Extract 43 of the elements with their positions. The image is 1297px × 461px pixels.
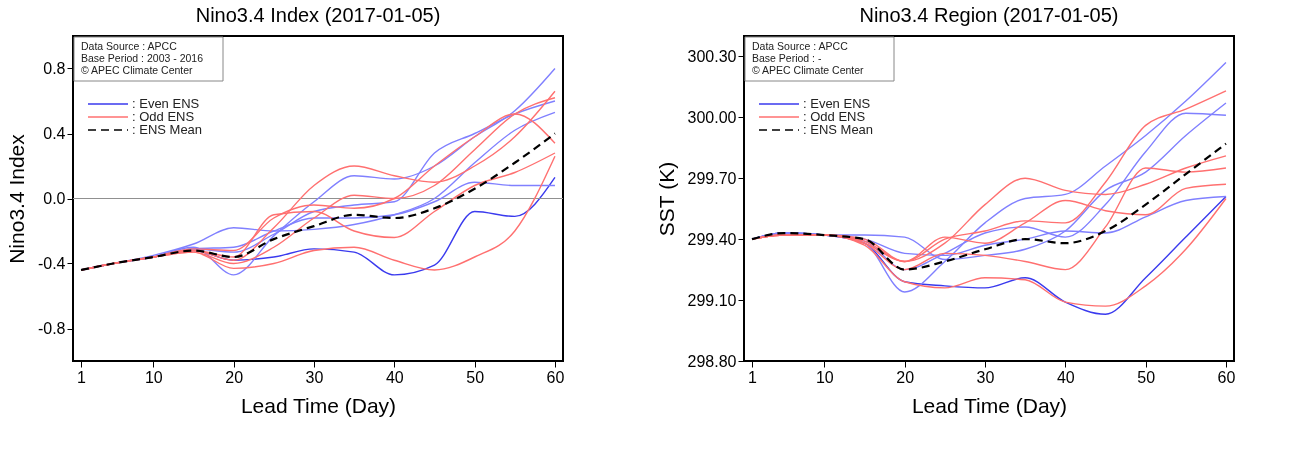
y-tick-label: 0.4 xyxy=(43,125,66,142)
legend-label: : ENS Mean xyxy=(132,122,203,137)
y-tick-label: -0.4 xyxy=(37,255,66,272)
annotation: Data Source : APCC xyxy=(752,40,849,52)
x-axis-title: Lead Time (Day) xyxy=(240,393,397,417)
y-tick-label: 298.80 xyxy=(687,352,737,370)
x-tick-label: 40 xyxy=(385,368,404,386)
legend-label: : Even ENS xyxy=(803,96,871,111)
y-tick-label: 0.8 xyxy=(43,60,66,77)
y-axis-title: SST (K) xyxy=(654,161,678,237)
y-tick-label: 300.00 xyxy=(687,108,737,126)
x-axis-title: Lead Time (Day) xyxy=(911,393,1068,417)
y-tick-label: 299.70 xyxy=(687,169,737,187)
annotation: Base Period : - xyxy=(752,52,822,64)
y-tick-label: -0.8 xyxy=(37,320,66,337)
annotation: © APEC Climate Center xyxy=(81,64,194,76)
x-tick-label: 60 xyxy=(546,368,565,386)
annotation: Base Period : 2003 - 2016 xyxy=(81,52,204,64)
legend-label: : ENS Mean xyxy=(803,122,874,137)
legend-label: : Odd ENS xyxy=(132,109,195,124)
x-tick-label: 30 xyxy=(976,368,995,386)
annotation: Data Source : APCC xyxy=(81,40,178,52)
legend-label: : Even ENS xyxy=(132,96,200,111)
x-tick-label: 1 xyxy=(77,368,87,386)
x-tick-label: 20 xyxy=(225,368,244,386)
x-tick-label: 20 xyxy=(896,368,915,386)
x-tick-label: 60 xyxy=(1217,368,1236,386)
chart-title: Nino3.4 Index (2017-01-05) xyxy=(195,4,441,26)
x-tick-label: 50 xyxy=(1137,368,1156,386)
x-tick-label: 30 xyxy=(305,368,324,386)
y-tick-label: 299.10 xyxy=(687,291,737,309)
annotation: © APEC Climate Center xyxy=(752,64,865,76)
y-tick-label: 300.30 xyxy=(687,47,737,65)
y-axis-title: Nino3.4 Index xyxy=(4,133,28,264)
x-tick-label: 1 xyxy=(748,368,758,386)
y-tick-label: 299.40 xyxy=(687,230,737,248)
x-tick-label: 10 xyxy=(144,368,163,386)
legend-label: : Odd ENS xyxy=(803,109,866,124)
x-tick-label: 40 xyxy=(1056,368,1075,386)
chart-title: Nino3.4 Region (2017-01-05) xyxy=(859,4,1119,26)
x-tick-label: 50 xyxy=(466,368,485,386)
x-tick-label: 10 xyxy=(815,368,834,386)
y-tick-label: 0.0 xyxy=(43,190,66,207)
